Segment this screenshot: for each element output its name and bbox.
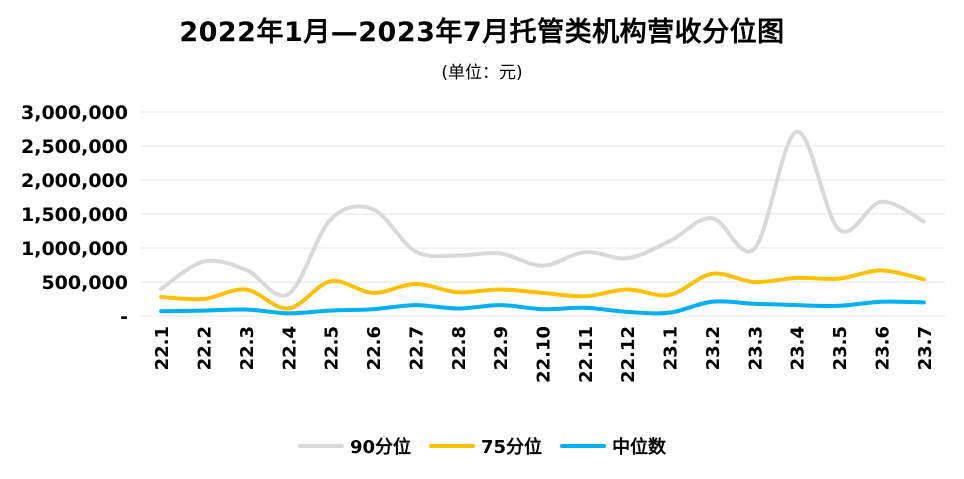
legend-item-p90: 90分位 <box>297 433 411 459</box>
y-tick-label: 2,500,000 <box>21 136 128 158</box>
x-tick-label: 22.11 <box>576 326 597 383</box>
x-tick-label: 22.6 <box>364 326 385 370</box>
x-tick-label: 22.2 <box>195 326 216 370</box>
x-tick-label: 23.1 <box>661 326 682 370</box>
legend-label-p90: 90分位 <box>349 437 411 458</box>
y-axis: - 500,000 1,000,000 1,500,000 2,000,000 2,500… <box>21 102 128 328</box>
y-tick-label: 2,000,000 <box>21 170 128 192</box>
x-tick-label: 23.2 <box>703 326 724 370</box>
x-tick-label: 22.12 <box>618 326 639 383</box>
series-line-p75 <box>159 268 926 311</box>
chart-title: 2022年1月—2023年7月托管类机构营收分位图 <box>179 17 785 48</box>
x-tick-label: 22.9 <box>491 326 512 370</box>
series-line-p90 <box>159 129 926 298</box>
gridlines <box>140 111 945 317</box>
x-axis: 22.1 22.2 22.3 22.4 22.5 22.6 22.7 22.8 22.9 22.1… <box>152 326 936 383</box>
legend-item-p75: 75分位 <box>429 433 542 459</box>
x-tick-label: 23.5 <box>830 326 851 370</box>
legend-swatch-p75 <box>429 444 475 448</box>
x-tick-label: 22.4 <box>279 326 300 370</box>
series-lines <box>159 129 926 316</box>
y-tick-label: 1,500,000 <box>21 204 128 226</box>
x-tick-label: 23.3 <box>745 326 766 370</box>
series-line-median <box>159 299 926 316</box>
chart-subtitle: (单位：元) <box>441 63 523 83</box>
y-tick-label: 500,000 <box>41 272 128 294</box>
x-tick-label: 23.4 <box>788 326 809 370</box>
x-tick-label: 22.7 <box>406 326 427 370</box>
legend-item-median: 中位数 <box>560 433 666 459</box>
x-tick-label: 23.7 <box>915 326 936 370</box>
legend-label-median: 中位数 <box>612 437 667 458</box>
y-tick-label: 1,000,000 <box>21 238 128 260</box>
x-tick-label: 23.6 <box>872 326 893 370</box>
y-tick-label: 3,000,000 <box>21 102 128 124</box>
legend-label-p75: 75分位 <box>481 437 543 458</box>
x-tick-label: 22.5 <box>322 326 343 370</box>
legend-swatch-median <box>560 444 607 448</box>
x-tick-label: 22.8 <box>449 326 470 370</box>
x-tick-label: 22.3 <box>237 326 258 370</box>
y-tick-label: - <box>120 306 128 328</box>
legend-swatch-p90 <box>297 444 344 448</box>
x-tick-label: 22.1 <box>152 326 173 370</box>
x-tick-label: 22.10 <box>534 326 555 383</box>
legend: 90分位 75分位 中位数 <box>0 433 964 459</box>
